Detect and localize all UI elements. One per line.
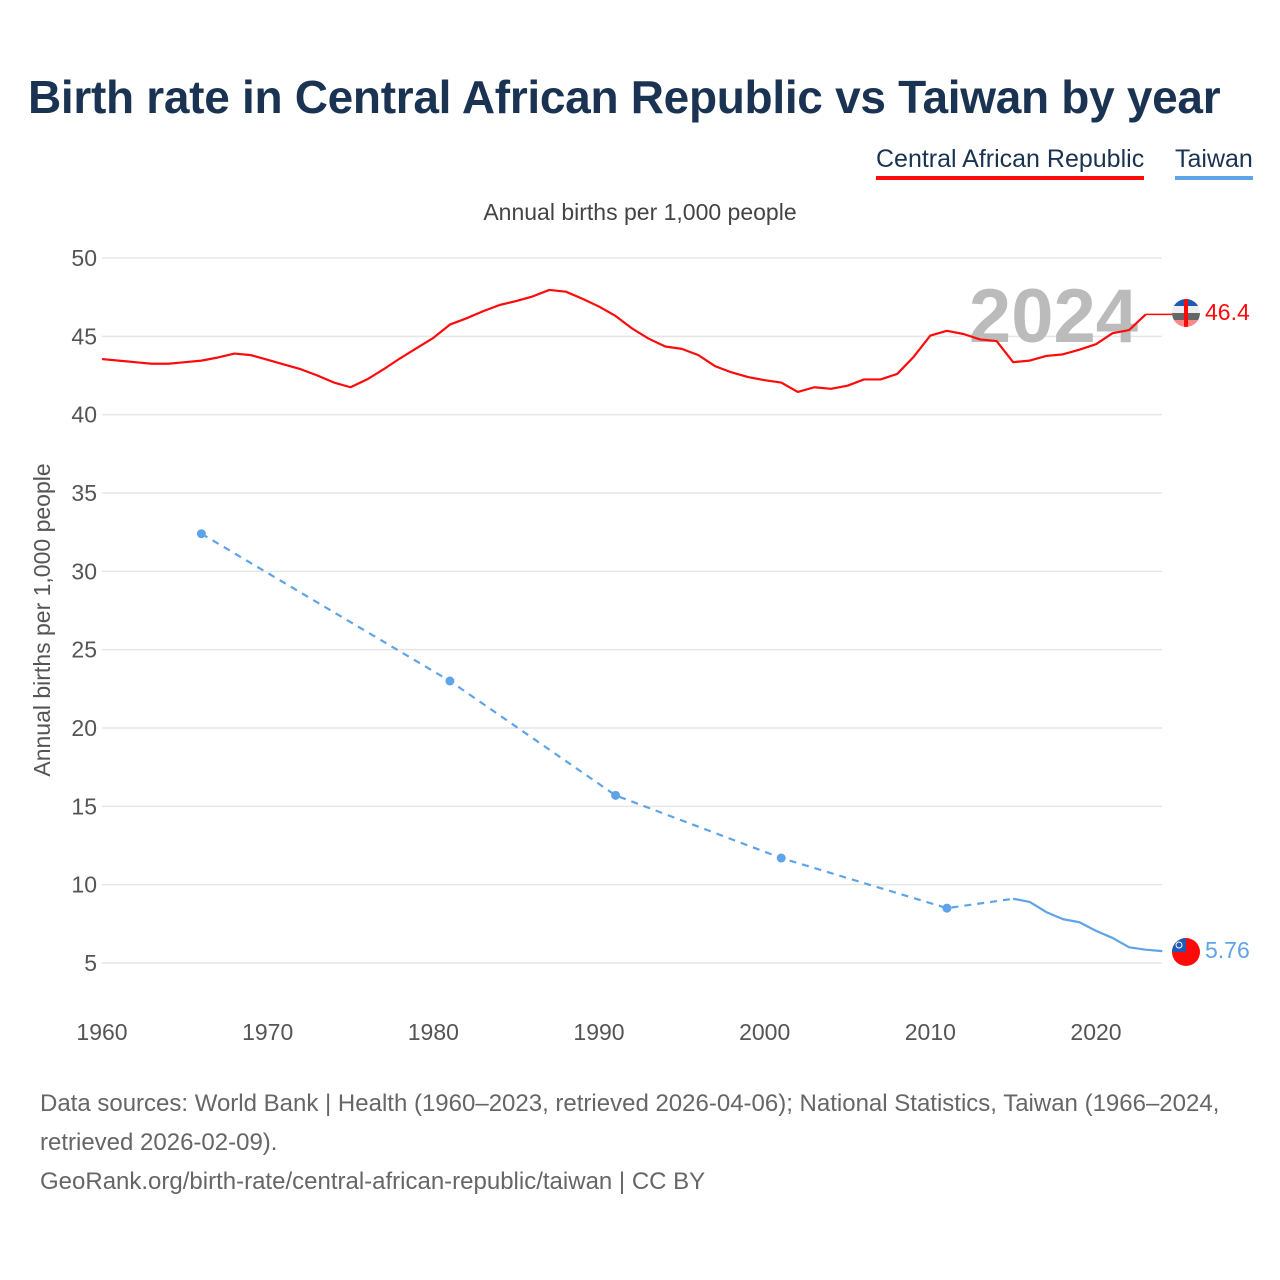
- y-tick-label: 45: [71, 323, 97, 349]
- data-point-taiwan: [611, 790, 621, 800]
- end-label-taiwan: 5.76: [1205, 937, 1250, 963]
- year-overlay: 2024: [969, 274, 1138, 359]
- line-central-african-republic: [101, 288, 1147, 394]
- data-point-taiwan: [776, 853, 786, 863]
- x-tick-label: 2010: [905, 1019, 956, 1045]
- data-point-taiwan: [445, 676, 455, 686]
- x-tick-label: 2020: [1070, 1019, 1121, 1045]
- y-tick-label: 40: [71, 402, 97, 428]
- y-axis-label: Annual births per 1,000 people: [29, 463, 55, 776]
- y-tick-label: 5: [84, 950, 97, 976]
- data-point-taiwan: [196, 529, 206, 539]
- y-tick-label: 30: [71, 558, 97, 584]
- chart-title: Birth rate in Central African Republic v…: [28, 71, 1221, 123]
- x-tick-label: 2000: [739, 1019, 790, 1045]
- y-tick-label: 25: [71, 637, 97, 663]
- x-tick-label: 1990: [573, 1019, 624, 1045]
- legend-taiwan[interactable]: Taiwan: [1175, 145, 1253, 180]
- chart-subtitle: Annual births per 1,000 people: [483, 199, 796, 225]
- dashed-line-taiwan: [200, 532, 1014, 910]
- y-tick-label: 20: [71, 715, 97, 741]
- line-taiwan: [1012, 897, 1163, 953]
- end-label-central-african-republic: 46.4: [1205, 299, 1250, 325]
- data-sources: Data sources: World Bank | Health (1960–…: [40, 1090, 1220, 1156]
- y-tick-label: 50: [71, 245, 97, 271]
- y-tick-label: 10: [71, 872, 97, 898]
- source-link[interactable]: GeoRank.org/birth-rate/central-african-r…: [40, 1168, 706, 1195]
- x-tick-label: 1970: [242, 1019, 293, 1045]
- x-tick-label: 1960: [76, 1019, 127, 1045]
- footer: Data sources: World Bank | Health (1960–…: [40, 1084, 1250, 1201]
- data-point-taiwan: [942, 903, 952, 913]
- legend-central-african-republic[interactable]: Central African Republic: [876, 145, 1145, 180]
- central-african-republic-flag-icon: [1172, 299, 1200, 327]
- y-tick-label: 15: [71, 793, 97, 819]
- x-tick-label: 1980: [408, 1019, 459, 1045]
- taiwan-flag-icon: [1172, 938, 1200, 966]
- y-tick-label: 35: [71, 480, 97, 506]
